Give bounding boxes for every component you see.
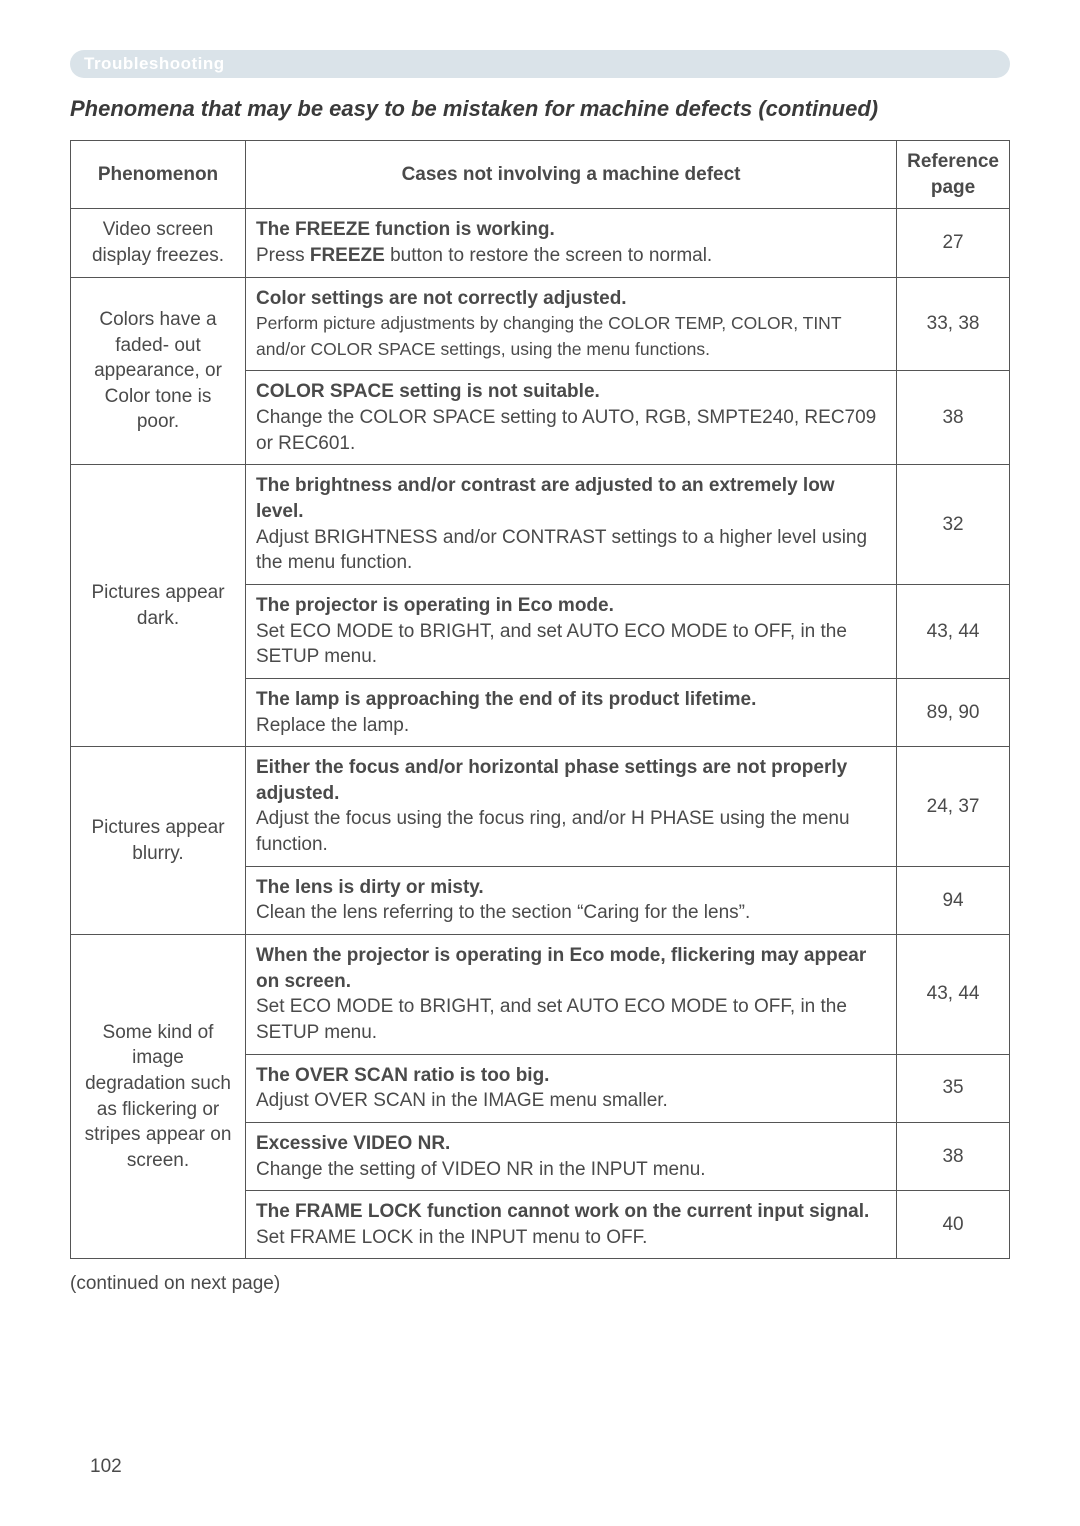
case-cell: The projector is operating in Eco mode. S… — [246, 584, 897, 678]
case-title: Either the focus and/or horizontal phase… — [256, 757, 847, 804]
case-body: Set ECO MODE to BRIGHT, and set AUTO ECO… — [256, 621, 847, 668]
header-phenomenon: Phenomenon — [71, 141, 246, 209]
header-reference: Reference page — [897, 141, 1010, 209]
case-body-post: button to restore the screen to normal. — [385, 245, 712, 266]
case-cell: Either the focus and/or horizontal phase… — [246, 747, 897, 867]
section-header-bar: Troubleshooting — [70, 50, 1010, 78]
phenomenon-cell: Pictures appear dark. — [71, 465, 246, 747]
table-row: Pictures appear dark.The brightness and/… — [71, 465, 1010, 585]
case-body: Change the COLOR SPACE setting to AUTO, … — [256, 407, 876, 454]
reference-cell: 89, 90 — [897, 678, 1010, 746]
case-body: Adjust the focus using the focus ring, a… — [256, 808, 850, 855]
case-cell: The lamp is approaching the end of its p… — [246, 678, 897, 746]
phenomenon-cell: Colors have a faded- out appearance, or … — [71, 277, 246, 465]
case-title: The FRAME LOCK function cannot work on t… — [256, 1201, 869, 1222]
case-cell: The FREEZE function is working. Press FRE… — [246, 209, 897, 277]
page-title: Phenomena that may be easy to be mistake… — [70, 96, 1010, 122]
page-number: 102 — [90, 1456, 122, 1478]
case-cell: COLOR SPACE setting is not suitable. Chan… — [246, 371, 897, 465]
reference-cell: 32 — [897, 465, 1010, 585]
case-title: The OVER SCAN ratio is too big. — [256, 1065, 549, 1086]
case-body: Adjust BRIGHTNESS and/or CONTRAST settin… — [256, 527, 867, 574]
phenomenon-cell: Pictures appear blurry. — [71, 747, 246, 935]
case-title: Color settings are not correctly adjuste… — [256, 288, 627, 309]
reference-cell: 38 — [897, 371, 1010, 465]
case-title: The projector is operating in Eco mode. — [256, 595, 614, 616]
case-body: Adjust OVER SCAN in the IMAGE menu small… — [256, 1090, 668, 1111]
phenomenon-cell: Some kind of image degradation such as f… — [71, 935, 246, 1259]
case-body-pre: Press — [256, 245, 310, 266]
reference-cell: 94 — [897, 866, 1010, 934]
case-cell: Excessive VIDEO NR. Change the setting of… — [246, 1122, 897, 1190]
reference-cell: 40 — [897, 1191, 1010, 1259]
case-body: Clean the lens referring to the section … — [256, 902, 750, 923]
case-body: Replace the lamp. — [256, 715, 409, 736]
reference-cell: 38 — [897, 1122, 1010, 1190]
header-cases: Cases not involving a machine defect — [246, 141, 897, 209]
case-body: Set FRAME LOCK in the INPUT menu to OFF. — [256, 1227, 647, 1248]
reference-cell: 33, 38 — [897, 277, 1010, 371]
reference-cell: 24, 37 — [897, 747, 1010, 867]
section-label: Troubleshooting — [84, 54, 225, 74]
reference-cell: 43, 44 — [897, 935, 1010, 1055]
case-title: COLOR SPACE setting is not suitable. — [256, 381, 600, 402]
case-title: The brightness and/or contrast are adjus… — [256, 475, 835, 522]
case-body: Change the setting of VIDEO NR in the IN… — [256, 1159, 706, 1180]
reference-cell: 35 — [897, 1054, 1010, 1122]
case-title: The FREEZE function is working. — [256, 219, 555, 240]
table-row: Pictures appear blurry.Either the focus … — [71, 747, 1010, 867]
case-cell: The FRAME LOCK function cannot work on t… — [246, 1191, 897, 1259]
table-row: Some kind of image degradation such as f… — [71, 935, 1010, 1055]
case-cell: Color settings are not correctly adjuste… — [246, 277, 897, 371]
reference-cell: 27 — [897, 209, 1010, 277]
case-title: Excessive VIDEO NR. — [256, 1133, 450, 1154]
continued-note: (continued on next page) — [70, 1273, 1010, 1295]
case-body: Perform picture adjustments by changing … — [256, 313, 841, 359]
case-body: Set ECO MODE to BRIGHT, and set AUTO ECO… — [256, 996, 847, 1043]
case-cell: The brightness and/or contrast are adjus… — [246, 465, 897, 585]
case-title: When the projector is operating in Eco m… — [256, 945, 866, 992]
phenomenon-cell: Video screen display freezes. — [71, 209, 246, 277]
case-cell: The OVER SCAN ratio is too big. Adjust OV… — [246, 1054, 897, 1122]
case-cell: The lens is dirty or misty. Clean the len… — [246, 866, 897, 934]
troubleshooting-table: Phenomenon Cases not involving a machine… — [70, 140, 1010, 1259]
case-title: The lamp is approaching the end of its p… — [256, 689, 756, 710]
case-body-bold: FREEZE — [310, 245, 385, 266]
reference-cell: 43, 44 — [897, 584, 1010, 678]
table-row: Colors have a faded- out appearance, or … — [71, 277, 1010, 371]
table-header-row: Phenomenon Cases not involving a machine… — [71, 141, 1010, 209]
case-cell: When the projector is operating in Eco m… — [246, 935, 897, 1055]
table-row: Video screen display freezes.The FREEZE … — [71, 209, 1010, 277]
case-title: The lens is dirty or misty. — [256, 877, 484, 898]
